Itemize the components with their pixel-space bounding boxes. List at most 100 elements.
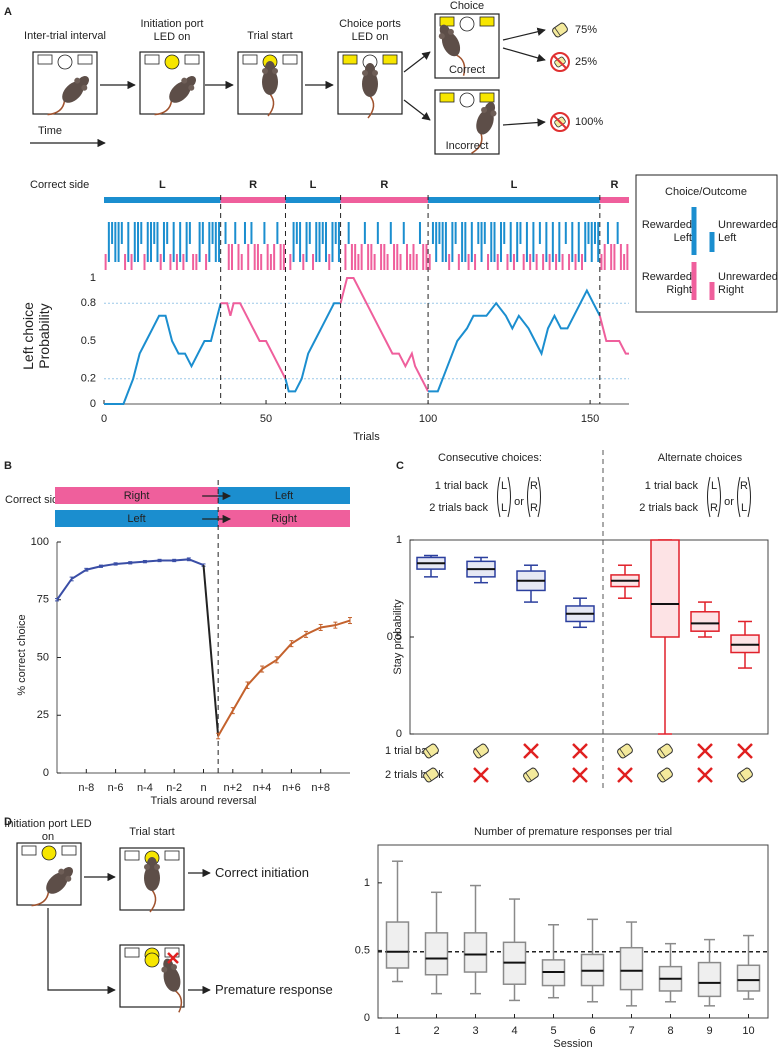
choice-tick: [214, 222, 217, 262]
side-label: Left: [127, 513, 145, 525]
reward-pellet: [423, 767, 439, 783]
mouse-ear: [65, 875, 72, 882]
choice-tick: [477, 222, 480, 244]
choice-tick: [195, 254, 198, 270]
panel-label: B: [4, 460, 12, 472]
choice-tick: [376, 222, 379, 244]
cross-stroke: [697, 743, 713, 759]
y-axis-label: Stay probability: [392, 599, 404, 675]
reward-pellet: [473, 743, 489, 759]
choice-tick: [263, 222, 266, 244]
choice-tick: [312, 254, 315, 270]
reward-pellet: [523, 767, 539, 783]
probability-label: 100%: [575, 116, 603, 128]
choice-tick: [603, 244, 606, 270]
mouse-ear: [438, 33, 445, 40]
y-tick-label: 0: [43, 767, 49, 779]
panel-label: C: [396, 460, 404, 472]
center-port: [41, 845, 57, 861]
choice-tick: [538, 222, 541, 244]
correct-side-block: [340, 197, 429, 203]
box: [736, 964, 761, 992]
choice-tick: [606, 222, 609, 244]
side-port: [164, 850, 180, 861]
mouse-body: [362, 71, 378, 97]
cross-icon: [473, 767, 489, 783]
legend-swatch: [691, 207, 697, 255]
panel-label: D: [4, 816, 12, 828]
y-tick-label: 0: [90, 398, 96, 410]
pellet-edge: [525, 772, 532, 782]
cross-icon: [167, 952, 179, 964]
y-tick-label: 0.2: [81, 373, 96, 385]
probability-label: 25%: [575, 56, 597, 68]
center-port: [459, 92, 475, 108]
choice-tick: [448, 254, 451, 270]
side-bar: [218, 510, 350, 527]
x-tick-label: 3: [472, 1025, 478, 1037]
side-port: [21, 845, 37, 856]
choice-tick: [321, 222, 324, 244]
x-tick-label: n-8: [78, 782, 94, 794]
choice-tick: [529, 254, 532, 270]
mouse-tail: [174, 989, 183, 1013]
choice-tick: [525, 222, 528, 262]
side-port: [144, 54, 160, 65]
mouse-ear: [262, 68, 268, 74]
mouse-tail: [367, 95, 375, 119]
choice-tick: [438, 222, 441, 244]
pellet-edge: [619, 748, 626, 758]
choice-tick: [117, 222, 120, 262]
choice-tick: [425, 244, 428, 270]
choice-tick: [619, 244, 622, 270]
mouse-tail: [455, 54, 466, 76]
choice-tick: [162, 222, 165, 262]
choice-tick: [428, 254, 431, 270]
legend-label: Unrewarded Right: [718, 271, 778, 296]
x-tick-label: 6: [589, 1025, 595, 1037]
side-port: [77, 54, 93, 65]
plot-frame: [377, 844, 769, 1019]
choice-tick: [493, 222, 496, 262]
box: [690, 611, 720, 632]
choice-tick: [208, 222, 211, 262]
bracket: [507, 476, 511, 518]
x-tick-label: 50: [260, 413, 272, 425]
arrow: [47, 908, 116, 995]
x-tick-label: 7: [628, 1025, 634, 1037]
x-tick-label: n+2: [223, 782, 242, 794]
choice-tick: [367, 244, 370, 270]
choice-tick: [153, 222, 156, 244]
cross-icon: [697, 743, 713, 759]
reward-icon: [552, 22, 568, 38]
choice-tick: [577, 222, 580, 262]
choice-tick: [104, 254, 107, 270]
y-tick-label: 0.5: [81, 335, 96, 347]
x-tick-label: 100: [419, 413, 437, 425]
choice-tick: [224, 222, 227, 244]
choice-tick: [464, 222, 467, 262]
mouse-ear: [81, 84, 88, 91]
cross-icon: [617, 767, 633, 783]
y-tick-label: 50: [37, 651, 49, 663]
mouse-head: [60, 867, 73, 880]
reward-pellet: [737, 767, 753, 783]
x-tick-label: 10: [742, 1025, 754, 1037]
side-port: [479, 16, 495, 27]
choice-tick: [243, 222, 246, 244]
chart-title: Number of premature responses per trial: [474, 826, 672, 838]
reward-pellet: [552, 22, 568, 38]
choice-tick: [626, 244, 629, 270]
y-tick-label: 0.5: [355, 944, 370, 956]
cross-stroke: [697, 767, 713, 783]
choice-tick: [240, 254, 243, 270]
choice-tick: [188, 222, 191, 244]
choice-tick: [227, 244, 230, 270]
outcome-label: Correct: [449, 64, 485, 76]
mouse-ear: [161, 966, 168, 973]
choice-tick: [260, 254, 263, 270]
pellet-edge: [659, 748, 666, 758]
correct-side-label: Correct side: [5, 494, 64, 506]
choice-tick: [253, 244, 256, 270]
